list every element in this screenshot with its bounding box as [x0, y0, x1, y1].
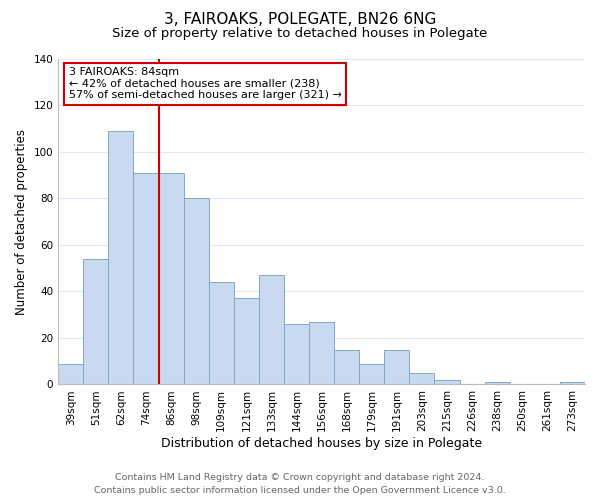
Bar [259, 275, 284, 384]
Bar [158, 173, 184, 384]
Bar [359, 364, 385, 384]
Bar [209, 282, 234, 384]
Bar [133, 173, 158, 384]
Bar [485, 382, 510, 384]
Bar [184, 198, 209, 384]
Bar [385, 350, 409, 384]
Bar [334, 350, 359, 384]
Bar [409, 373, 434, 384]
Y-axis label: Number of detached properties: Number of detached properties [15, 128, 28, 314]
Bar [284, 324, 309, 384]
Bar [309, 322, 334, 384]
Bar [560, 382, 585, 384]
Bar [58, 364, 83, 384]
Text: 3 FAIROAKS: 84sqm
← 42% of detached houses are smaller (238)
57% of semi-detache: 3 FAIROAKS: 84sqm ← 42% of detached hous… [69, 67, 341, 100]
Text: Contains HM Land Registry data © Crown copyright and database right 2024.
Contai: Contains HM Land Registry data © Crown c… [94, 474, 506, 495]
Bar [109, 131, 133, 384]
X-axis label: Distribution of detached houses by size in Polegate: Distribution of detached houses by size … [161, 437, 482, 450]
Text: Size of property relative to detached houses in Polegate: Size of property relative to detached ho… [112, 28, 488, 40]
Bar [83, 259, 109, 384]
Text: 3, FAIROAKS, POLEGATE, BN26 6NG: 3, FAIROAKS, POLEGATE, BN26 6NG [164, 12, 436, 28]
Bar [434, 380, 460, 384]
Bar [234, 298, 259, 384]
